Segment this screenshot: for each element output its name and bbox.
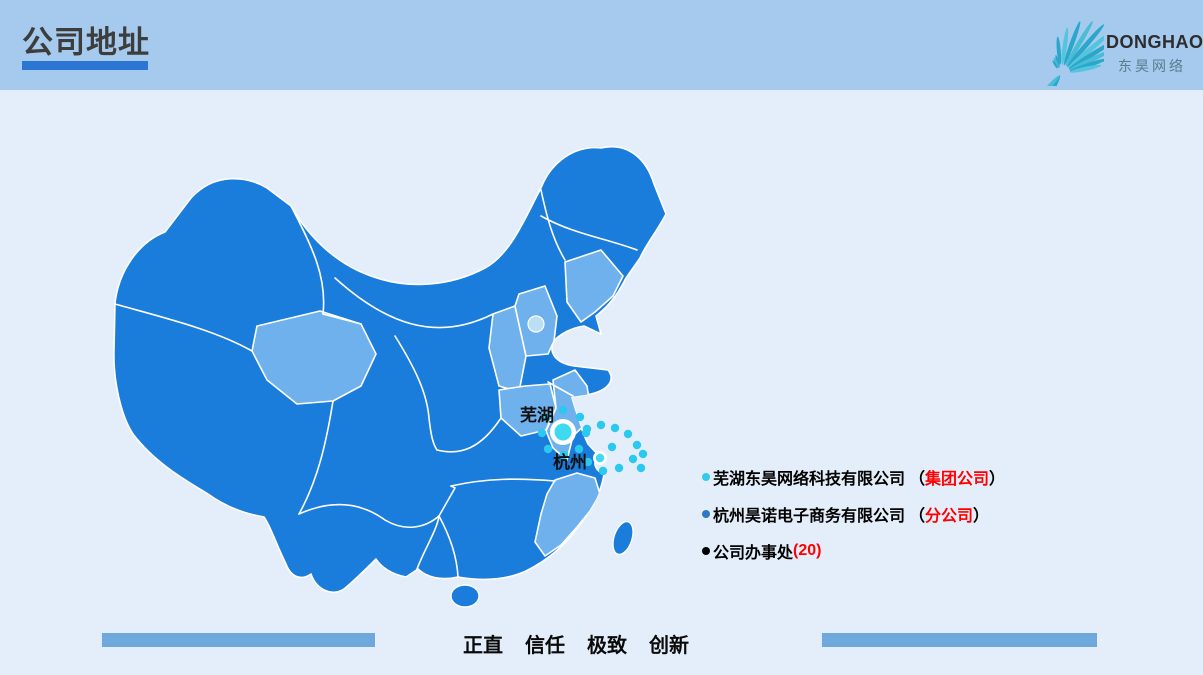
- hangzhou-marker: [593, 451, 607, 465]
- footer-bar-right: [822, 633, 1097, 647]
- company-logo: DONGHAO 东昊网络: [1044, 2, 1203, 88]
- legend-item-offices: 公司办事处 (20): [702, 541, 1005, 562]
- legend-bullet-blue: [702, 510, 710, 518]
- logo-fan-icon: [1044, 20, 1104, 86]
- legend: 芜湖东昊网络科技有限公司 （ 集团公司 ） 杭州昊诺电子商务有限公司 （ 分公司…: [702, 467, 1005, 578]
- legend-bullet-black: [702, 547, 710, 555]
- legend-highlight: (20): [793, 542, 822, 559]
- map-provinces: [113, 145, 667, 608]
- company-motto: 正直 信任 极致 创新: [463, 629, 689, 658]
- hangzhou-label: 杭州: [553, 452, 587, 472]
- china-map: 芜湖 杭州: [95, 118, 705, 618]
- motto-word: 信任: [525, 635, 565, 657]
- motto-word: 极致: [587, 635, 627, 657]
- logo-name: DONGHAO: [1106, 32, 1203, 52]
- motto-word: 正直: [463, 635, 503, 657]
- title-underline: [22, 61, 148, 70]
- legend-paren: （: [909, 471, 926, 488]
- footer-bar-left: [102, 633, 375, 647]
- legend-item-branch-company: 杭州昊诺电子商务有限公司 （ 分公司 ）: [702, 504, 1005, 525]
- motto-word: 创新: [649, 635, 689, 657]
- wuhu-label: 芜湖: [520, 405, 554, 425]
- legend-highlight: 分公司: [925, 508, 974, 525]
- header-band: 公司地址: [0, 0, 1203, 90]
- legend-paren: ）: [989, 471, 1006, 488]
- title-block: 公司地址: [22, 26, 150, 70]
- logo-text: DONGHAO 东昊网络: [1106, 2, 1203, 76]
- office-dots: [537, 405, 648, 476]
- wuhu-marker: [550, 419, 576, 445]
- legend-text: 公司办事处: [713, 545, 794, 562]
- legend-paren: （: [909, 508, 926, 525]
- legend-text: 杭州昊诺电子商务有限公司: [713, 508, 906, 525]
- hainan-island: [450, 584, 480, 608]
- legend-highlight: 集团公司: [925, 471, 990, 488]
- legend-text: 芜湖东昊网络科技有限公司: [713, 471, 906, 488]
- legend-item-group-company: 芜湖东昊网络科技有限公司 （ 集团公司 ）: [702, 467, 1006, 488]
- taiwan-island: [612, 520, 634, 556]
- legend-bullet-cyan: [702, 473, 710, 481]
- legend-paren: ）: [973, 508, 990, 525]
- page-title: 公司地址: [22, 25, 150, 60]
- logo-subtitle: 东昊网络: [1118, 58, 1186, 74]
